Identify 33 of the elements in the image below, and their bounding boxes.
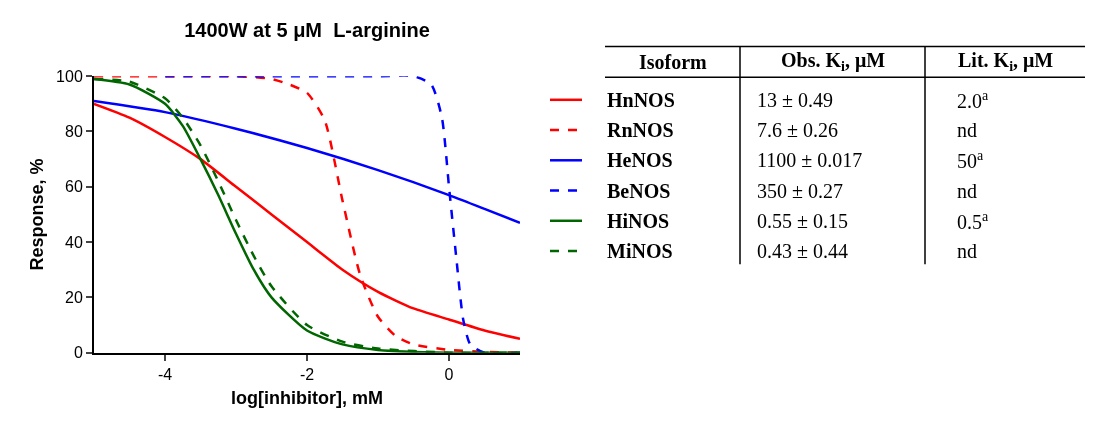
text: Obs. K$_{i}$, μM (781, 49, 886, 75)
text: 0.43 ± 0.44 (757, 240, 848, 262)
text: 0.5$^{a}$ (957, 209, 989, 234)
text: Lit. K$_{i}$, μM (958, 49, 1054, 75)
text: nd (957, 180, 977, 202)
text: 50$^{a}$ (957, 148, 984, 173)
x-axis-title: log[inhibitor], mM (231, 388, 383, 409)
y-tick-label: 40 (65, 233, 83, 251)
text: Isoform (639, 51, 708, 73)
text: nd (957, 119, 977, 141)
text: 7.6 ± 0.26 (757, 119, 838, 141)
legend-label: MiNOS (607, 240, 673, 262)
text: 0.55 ± 0.15 (757, 210, 848, 232)
text: 13 ± 0.49 (757, 89, 833, 111)
y-tick-label: 60 (65, 178, 83, 196)
legend-label: HiNOS (607, 210, 670, 232)
x-tick-label: -4 (157, 365, 173, 383)
text: 2.0$^{a}$ (957, 88, 989, 113)
text: nd (957, 240, 977, 262)
legend-label: BeNOS (607, 180, 671, 202)
legend-label: HnNOS (607, 89, 675, 111)
y-axis-title: Response, % (26, 158, 47, 271)
y-tick-label: 0 (73, 344, 83, 362)
text: 350 ± 0.27 (757, 180, 843, 202)
x-tick-label: -2 (299, 365, 315, 383)
y-tick-label: 80 (65, 123, 83, 141)
legend-label: RnNOS (607, 119, 674, 141)
x-tick-label: 0 (444, 365, 454, 383)
legend-label: HeNOS (607, 149, 673, 171)
chart-title: 1400W at 5 μM L-arginine (184, 19, 430, 41)
y-tick-label: 100 (56, 67, 83, 85)
text: 1100 ± 0.017 (757, 149, 863, 171)
y-tick-label: 20 (65, 288, 83, 306)
